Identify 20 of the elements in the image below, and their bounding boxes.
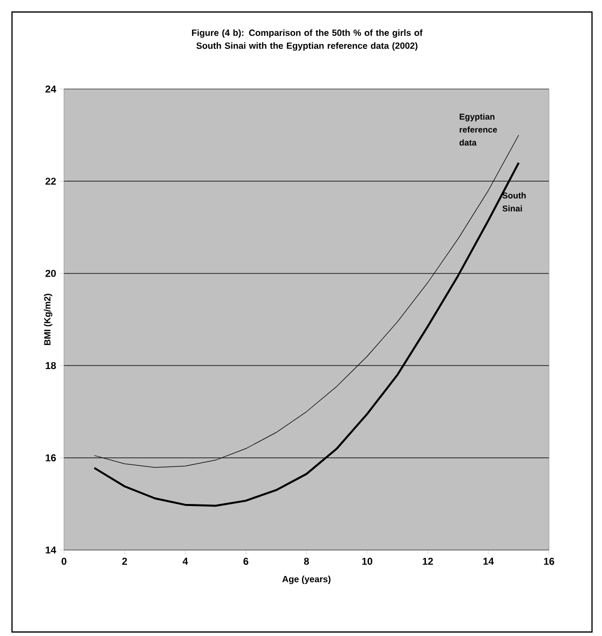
- y-tick-label: 14: [46, 546, 56, 554]
- y-tick-label: 18: [46, 362, 56, 370]
- x-tick-label: 6: [243, 558, 248, 565]
- series-label: South Sinai: [502, 192, 526, 212]
- x-tick-label: 16: [544, 558, 554, 565]
- x-tick-label: 14: [483, 558, 494, 565]
- y-tick-label: 22: [45, 178, 56, 185]
- x-tick-label: 4: [182, 558, 188, 565]
- y-tick-label: 24: [45, 86, 56, 92]
- x-tick-label: 10: [362, 558, 372, 565]
- series-label: Egyptian reference data: [460, 113, 498, 146]
- x-tick-label: 12: [422, 558, 433, 565]
- y-axis-title: BMI (Kg/m2): [44, 294, 52, 346]
- y-tick-label: 16: [46, 454, 56, 462]
- x-tick-label: 8: [304, 558, 309, 565]
- x-axis-title: Age (years): [282, 576, 330, 584]
- chart-title: Figure (4 b): Comparison of the 50th % of the girls of South Sinai with the Egyptian reference data (2002): [192, 29, 423, 51]
- y-tick-label: 20: [45, 270, 56, 277]
- x-tick-label: 2: [122, 558, 127, 565]
- x-tick-label: 0: [62, 558, 66, 565]
